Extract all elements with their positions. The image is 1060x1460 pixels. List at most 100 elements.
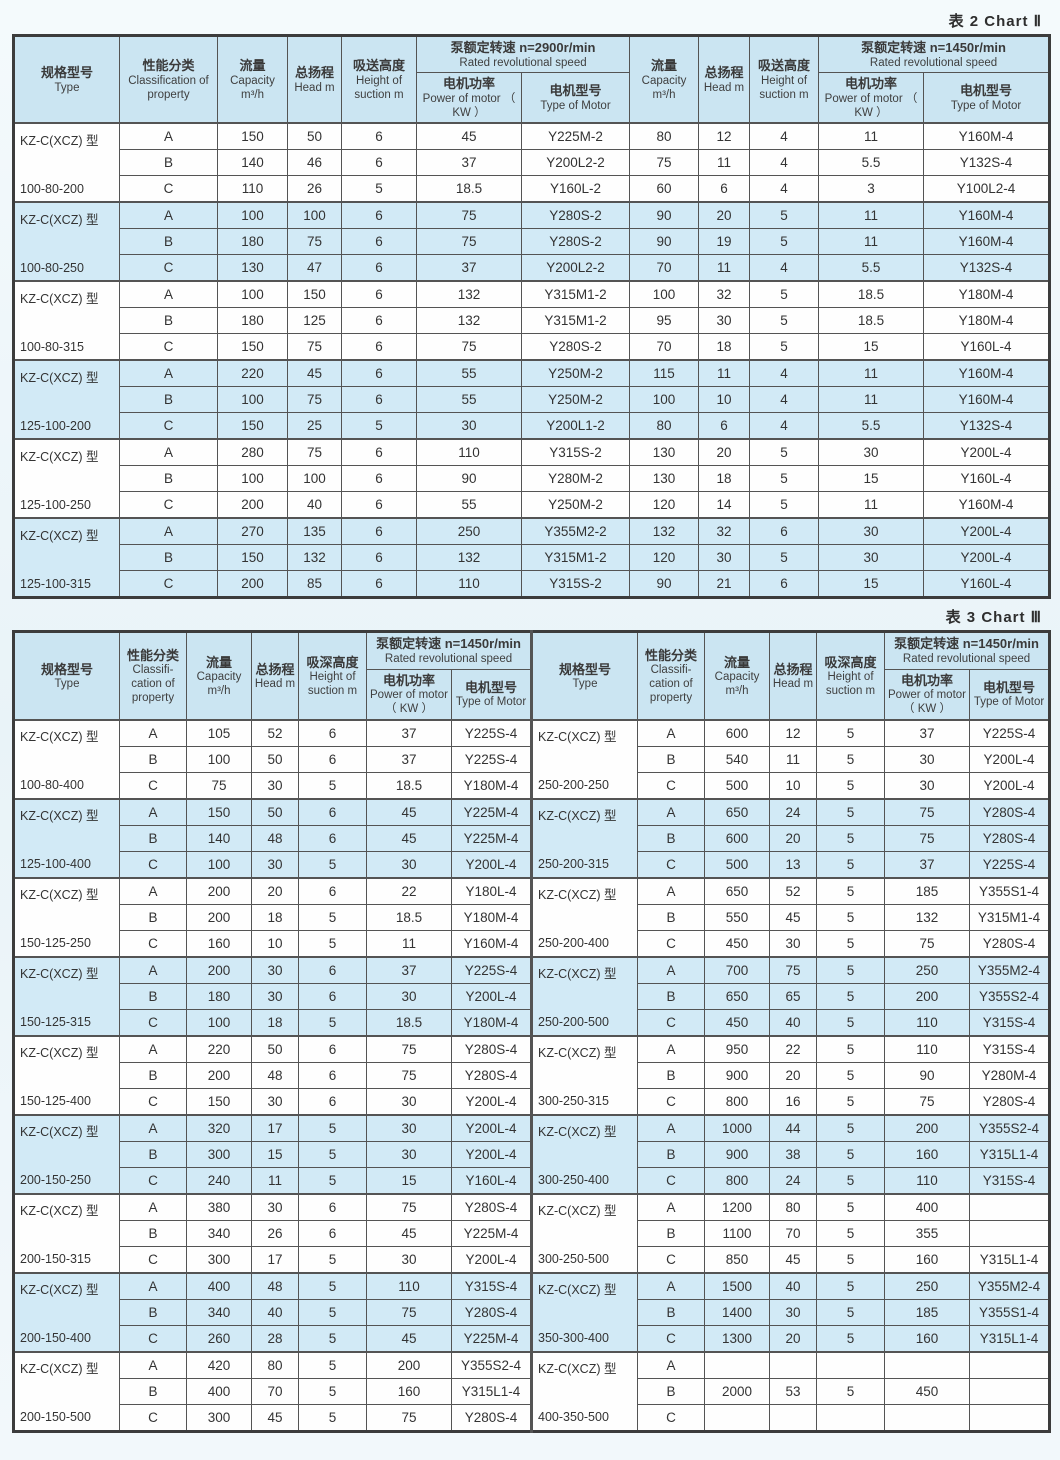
header-cell: 总扬程 Head m — [769, 631, 818, 721]
data-cell: 55 — [416, 359, 522, 388]
data-cell: Y225M-2 — [520, 122, 631, 151]
data-cell: 6 — [298, 745, 367, 773]
data-cell: 5 — [816, 1192, 886, 1221]
data-cell: B — [637, 1298, 706, 1326]
table-row: B 340 26 6 45 Y225M-4 B 1100 70 5 355 — [14, 1219, 1051, 1247]
data-cell: Y315M1-2 — [520, 307, 631, 335]
data-cell: 110 — [884, 1008, 971, 1037]
header-en: Type of Motor — [950, 99, 1022, 112]
pump-model-cell: KZ-C(XCZ) 型 300-250-315 — [530, 1034, 639, 1116]
data-cell: A — [119, 438, 218, 467]
data-cell: 22 — [366, 876, 452, 905]
data-cell: A — [637, 797, 706, 826]
header-zh: 吸深高度 — [306, 654, 359, 670]
data-cell: 20 — [769, 1061, 818, 1089]
header-zh: 性能分类 — [645, 647, 698, 663]
data-cell: B — [119, 465, 218, 493]
data-cell: 75 — [884, 797, 971, 826]
data-cell: 5 — [298, 1245, 367, 1274]
data-cell: 5 — [298, 1008, 367, 1037]
data-cell: 38 — [769, 1140, 818, 1168]
pump-model-wrap: KZ-C(XCZ) 型 100-80-200 — [20, 130, 117, 196]
data-cell: 50 — [287, 122, 342, 151]
data-cell: 75 — [884, 929, 971, 958]
data-cell: C — [119, 1245, 187, 1274]
data-cell: 30 — [366, 1087, 452, 1116]
data-cell: 18 — [698, 333, 751, 361]
data-cell: 37 — [366, 718, 452, 747]
data-cell: A — [637, 1113, 706, 1142]
data-cell: Y315L1-4 — [450, 1377, 533, 1405]
data-cell: 5 — [298, 903, 367, 931]
table-row: KZ-C(XCZ) 型 150-125-400 A 220 50 6 75 Y280S-4 KZ… — [13, 1034, 1051, 1116]
data-cell: A — [119, 280, 218, 309]
data-cell: 90 — [416, 465, 522, 493]
data-cell: 140 — [186, 824, 252, 852]
data-cell: Y200L-4 — [450, 1245, 533, 1274]
data-cell: 30 — [769, 929, 818, 958]
data-cell: B — [119, 1219, 187, 1247]
pump-model: KZ-C(XCZ) 型 — [20, 888, 99, 903]
data-cell: 15 — [818, 465, 925, 493]
data-cell: 20 — [251, 876, 299, 905]
header-en: Power of motor （ KW ） — [888, 689, 966, 716]
chart3-body: KZ-C(XCZ) 型 100-80-400 A 105 52 6 37 Y225S-4 KZ-… — [13, 718, 1051, 1432]
data-cell: 24 — [769, 1166, 818, 1195]
data-cell: 65 — [769, 982, 818, 1010]
data-cell: 75 — [366, 1061, 452, 1089]
header-zh: 电机功率 — [382, 672, 435, 688]
data-cell: 5 — [298, 1350, 367, 1379]
data-cell: 340 — [186, 1219, 252, 1247]
data-cell: 5 — [816, 903, 886, 931]
header-zh: 电机型号 — [983, 679, 1036, 695]
data-cell: Y132S-4 — [923, 149, 1051, 177]
pump-model-wrap: KZ-C(XCZ) 型 200-150-250 — [20, 1121, 117, 1187]
pump-size: 200-150-315 — [20, 1252, 91, 1267]
data-cell: 12 — [698, 122, 751, 151]
data-cell: B — [637, 903, 706, 931]
data-cell: B — [119, 307, 218, 335]
data-cell: Y225M-4 — [450, 797, 533, 826]
data-cell: B — [119, 1377, 187, 1405]
data-cell: A — [119, 955, 187, 984]
header-en: Classification of property — [128, 74, 209, 101]
data-cell: 5.5 — [818, 412, 925, 440]
data-cell: 45 — [769, 903, 818, 931]
data-cell: Y200L2-2 — [520, 254, 631, 282]
data-cell: 6 — [341, 254, 417, 282]
chart3-title: 表 3 Chart Ⅲ — [945, 609, 1042, 627]
pump-model-cell: KZ-C(XCZ) 型 200-150-250 — [13, 1113, 120, 1195]
data-cell: Y355M2-2 — [520, 517, 631, 546]
data-cell: 150 — [217, 412, 288, 440]
pump-model-cell: KZ-C(XCZ) 型 250-200-500 — [530, 955, 639, 1037]
header-cell: 吸送高度 Height of suction m — [749, 35, 820, 124]
pump-model: KZ-C(XCZ) 型 — [20, 291, 99, 306]
data-cell: 5 — [816, 1061, 886, 1089]
data-cell: 5 — [298, 771, 367, 800]
data-cell: 3 — [818, 175, 925, 203]
table-row: KZ-C(XCZ) 型 100-80-400 A 105 52 6 37 Y225S-4 KZ-… — [13, 718, 1051, 800]
data-cell: 50 — [251, 1034, 299, 1063]
data-cell: C — [119, 1324, 187, 1353]
data-cell: 6 — [341, 201, 417, 230]
header-en: Capacity m³/h — [196, 671, 242, 697]
pump-model-cell: KZ-C(XCZ) 型 150-125-315 — [13, 955, 120, 1037]
data-cell: 30 — [366, 1245, 452, 1274]
data-cell: Y355S2-4 — [450, 1350, 533, 1379]
data-cell: 800 — [704, 1087, 771, 1116]
data-cell: 24 — [769, 797, 818, 826]
data-cell: Y315S-4 — [969, 1008, 1051, 1037]
data-cell: 5 — [298, 1140, 367, 1168]
header-en: Power of motor （ KW ） — [370, 689, 448, 716]
data-cell: 5 — [816, 797, 886, 826]
data-cell: 180 — [217, 307, 288, 335]
data-cell: 160 — [884, 1324, 971, 1353]
pump-model: KZ-C(XCZ) 型 — [20, 212, 99, 227]
data-cell — [969, 1403, 1051, 1432]
header-en: Classifi- cation of property — [649, 664, 693, 704]
data-cell: 45 — [366, 1324, 452, 1353]
pump-model-cell: KZ-C(XCZ) 型 300-250-500 — [530, 1192, 639, 1274]
header-en: Height of suction m — [307, 671, 358, 697]
pump-size: 100-80-250 — [20, 260, 84, 275]
